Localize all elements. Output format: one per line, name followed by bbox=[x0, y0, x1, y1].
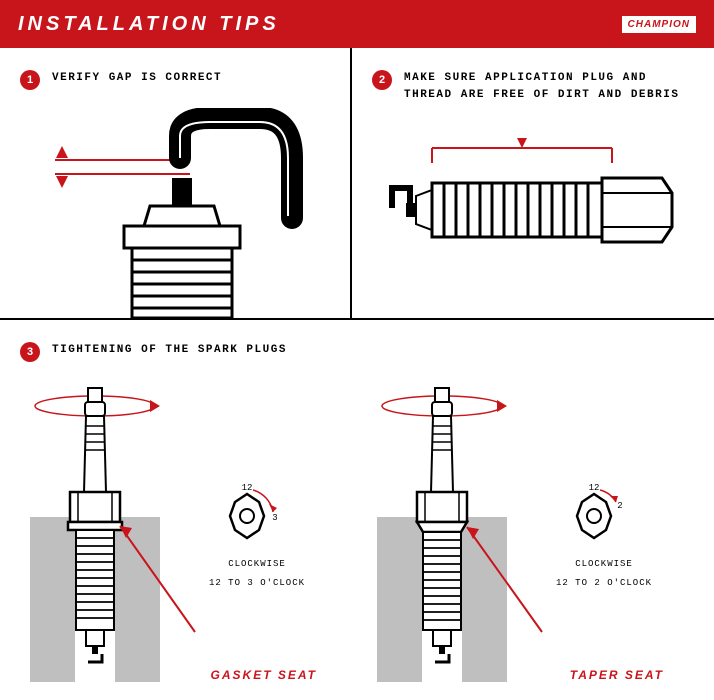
step1-diagram bbox=[0, 108, 350, 318]
t3: 3 bbox=[272, 513, 277, 523]
svg-text:2: 2 bbox=[617, 501, 622, 511]
t12: 12 bbox=[242, 483, 253, 493]
header-title: INSTALLATION TIPS bbox=[18, 13, 280, 36]
gasket-plug-svg bbox=[20, 382, 220, 682]
step1-head: 1 VERIFY GAP IS CORRECT bbox=[20, 70, 330, 90]
gasket-clk-l2: 12 TO 3 O'CLOCK bbox=[207, 577, 307, 590]
taper-plug-svg bbox=[367, 382, 567, 682]
step2-head: 2 MAKE SURE APPLICATION PLUG AND THREAD … bbox=[372, 70, 694, 103]
svg-text:12: 12 bbox=[589, 483, 600, 493]
gasket-column: 12 3 CLOCKWISE 12 TO 3 O'CLOCK GASKET SE… bbox=[20, 382, 347, 692]
step2-badge: 2 bbox=[372, 70, 392, 90]
step3-head: 3 TIGHTENING OF THE SPARK PLUGS bbox=[20, 342, 694, 362]
taper-clk-l2: 12 TO 2 O'CLOCK bbox=[554, 577, 654, 590]
taper-clock: 12 2 CLOCKWISE 12 TO 2 O'CLOCK bbox=[554, 482, 654, 589]
taper-clk-l1: CLOCKWISE bbox=[554, 558, 654, 571]
taper-column: 12 2 CLOCKWISE 12 TO 2 O'CLOCK TAPER SEA… bbox=[367, 382, 694, 692]
step3-badge: 3 bbox=[20, 342, 40, 362]
panel-step2: 2 MAKE SURE APPLICATION PLUG AND THREAD … bbox=[352, 48, 714, 318]
gasket-clk-l1: CLOCKWISE bbox=[207, 558, 307, 571]
step2-text: MAKE SURE APPLICATION PLUG AND THREAD AR… bbox=[404, 70, 694, 103]
gasket-seat-label: GASKET SEAT bbox=[211, 668, 317, 682]
step2-diagram bbox=[352, 108, 714, 318]
panel-step1: 1 VERIFY GAP IS CORRECT bbox=[0, 48, 352, 318]
gasket-clock: 12 3 CLOCKWISE 12 TO 3 O'CLOCK bbox=[207, 482, 307, 589]
top-row: 1 VERIFY GAP IS CORRECT bbox=[0, 48, 714, 320]
header-bar: INSTALLATION TIPS CHAMPION bbox=[0, 0, 714, 48]
step1-badge: 1 bbox=[20, 70, 40, 90]
taper-seat-label: TAPER SEAT bbox=[570, 668, 664, 682]
panel-step3: 3 TIGHTENING OF THE SPARK PLUGS bbox=[0, 320, 714, 700]
step1-text: VERIFY GAP IS CORRECT bbox=[52, 70, 222, 87]
step3-text: TIGHTENING OF THE SPARK PLUGS bbox=[52, 342, 287, 359]
brand-logo: CHAMPION bbox=[622, 16, 696, 33]
plug-columns: 12 3 CLOCKWISE 12 TO 3 O'CLOCK GASKET SE… bbox=[20, 382, 694, 692]
